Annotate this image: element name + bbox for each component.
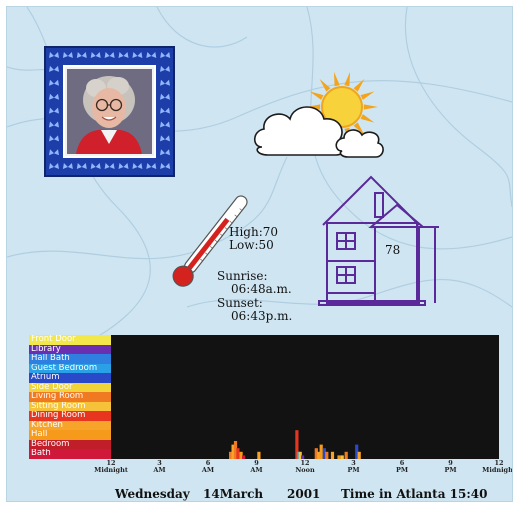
activity-bar [295,430,299,459]
legend-item: Kitchen [29,420,111,430]
activity-bar [242,455,246,459]
sunrise-label: Sunrise: [217,269,268,283]
legend-item: Bath [29,449,111,459]
indoor-temp-text: 78 [385,243,401,257]
activity-bar [231,444,235,459]
activity-bar [257,451,261,459]
activity-chart: Front Door Library Hall Bath Guest Bedroom A… [29,335,499,459]
legend-item: Library [29,344,111,354]
room-legend: Front Door Library Hall Bath Guest Bedroom A… [29,335,111,459]
activity-bar [344,451,348,459]
activity-bar [317,451,321,459]
time-tick: 12 Midnight [482,459,513,474]
date-text: 14March [203,487,264,501]
sunset-time: 06:43p.m. [231,309,293,323]
legend-item: Hall Bath [29,354,111,364]
partly-cloudy-icon [253,71,384,158]
portrait-photo [44,46,175,177]
activity-bar [314,448,318,459]
activity-bar [355,444,359,459]
activity-bar [330,451,335,459]
activity-bar [319,444,323,459]
legend-item: Atrium [29,373,111,383]
weekday-text: Wednesday [115,487,190,501]
activity-bar [337,455,341,459]
legend-item: Hall [29,430,111,440]
activity-bar [325,451,329,459]
time-tick: 12 Noon [295,459,315,474]
activity-bar [357,451,361,459]
time-tick: 6 PM [395,459,409,474]
low-temp-text: Low:50 [229,238,274,252]
activity-bar [301,455,305,459]
time-tick: 9 AM [250,459,263,474]
legend-item: Dining Room [29,411,111,421]
activity-bar [233,441,238,459]
legend-item: Side Door [29,382,111,392]
local-time-text: Time in Atlanta 15:40 [341,487,488,501]
sunset-label: Sunset: [217,296,263,310]
activity-bar [298,451,302,459]
house-icon [318,175,439,306]
sunrise-time: 06:48a.m. [231,282,292,296]
activity-bar [322,448,326,459]
time-tick: 3 AM [153,459,166,474]
time-tick: 6 AM [201,459,215,474]
status-footer: Wednesday 14March 2001 Time in Atlanta 1… [7,487,512,501]
legend-item: Sitting Room [29,401,111,411]
activity-bar [236,448,240,459]
activity-bar [340,455,344,459]
time-tick: 3 PM [347,459,360,474]
thermometer-icon [172,195,248,287]
legend-item: Bedroom [29,439,111,449]
activity-bars [229,430,361,459]
high-temp-text: High:70 [229,225,279,239]
activity-bar [296,451,301,459]
time-tick: 12 Midnight [94,459,128,474]
year-text: 2001 [287,487,321,501]
time-tick: 9 PM [444,459,457,474]
legend-item: Guest Bedroom [29,363,111,373]
activity-bar [229,451,233,459]
legend-item: Front Door [29,335,111,345]
activity-bar [239,451,243,459]
legend-item: Living Room [29,392,111,402]
time-axis: 12 Midnight 3 AM 6 AM 9 AM 12 Noon 3 PM 6 PM 9 PM 12 Midn… [29,459,512,483]
activity-display-screen: High:70 Low:50 Sunrise: 06:48a.m. Sunset… [6,6,513,502]
